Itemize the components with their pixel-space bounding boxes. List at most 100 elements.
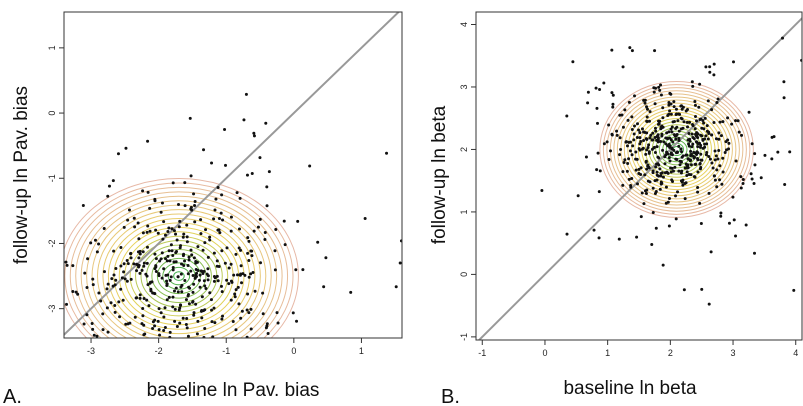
data-point [750,142,754,146]
data-point [782,80,786,84]
data-point [261,312,265,316]
data-point [610,133,614,137]
data-point [625,169,629,173]
data-point [655,178,659,182]
data-point [101,312,105,316]
data-point [674,194,678,198]
data-point [141,307,145,311]
x-axis-title-b: baseline ln beta [563,378,697,399]
density-contour [613,93,740,206]
data-point [179,272,183,276]
data-point [668,159,672,163]
data-point [160,201,164,205]
data-point [693,99,697,103]
data-point [634,168,638,172]
data-point [246,292,250,296]
data-point [295,319,299,323]
data-point [243,273,247,277]
data-point [132,216,136,220]
data-point [651,211,655,215]
data-point [220,249,224,253]
data-point [772,135,776,139]
data-point [637,128,641,132]
data-point [154,257,158,261]
data-point [99,299,103,303]
data-point [666,171,670,175]
data-point [628,46,632,50]
panel-a: -3 -2 -1 0 1 -3-2-101 baseline ln Pav. bias … [3,11,403,406]
data-point [148,229,152,233]
data-point [211,335,215,338]
data-point [730,122,734,126]
data-point [251,270,255,274]
data-point [690,132,694,136]
data-point [263,231,267,235]
data-point [707,191,711,195]
data-point [153,292,157,296]
data-point [674,127,678,131]
data-point [712,73,716,77]
data-point [621,65,625,69]
data-point [219,284,223,288]
data-point [731,195,735,199]
data-point [651,169,655,173]
data-point [266,332,270,336]
data-point [693,175,697,179]
data-point [715,101,719,105]
data-point [618,136,622,140]
data-point [595,106,599,110]
data-point [645,105,649,109]
data-point [680,150,684,154]
data-point [231,320,235,324]
data-point [216,279,220,283]
y-tick-label: 0 [459,272,469,277]
data-point [607,157,611,161]
data-point [659,83,663,87]
data-point [656,140,660,144]
data-point [664,153,668,157]
data-point [149,289,153,293]
data-point [699,133,703,137]
data-point [197,278,201,282]
data-point [716,157,720,161]
data-point [241,272,245,276]
data-point [126,262,130,266]
data-point [635,182,639,186]
data-point [107,184,111,188]
data-point [598,87,602,91]
data-point [685,174,689,178]
data-point [658,167,662,171]
data-point [634,150,638,154]
data-point [706,99,710,103]
data-point [666,113,670,117]
data-point [261,291,265,295]
data-point [160,251,164,255]
data-point [86,257,90,261]
data-point [105,306,109,310]
data-point [712,62,716,66]
data-point [187,302,191,306]
data-point [695,156,699,160]
data-point [294,268,298,272]
data-point [653,126,657,130]
data-point [707,154,711,158]
data-point [240,281,244,285]
data-point [119,287,123,291]
data-point [220,193,224,197]
data-point [196,319,200,323]
data-point [694,114,698,118]
data-point [163,326,167,330]
data-point [250,172,254,176]
data-point [190,253,194,257]
data-point [199,218,203,222]
data-point [133,315,137,319]
data-point [81,203,85,207]
data-point [219,211,223,215]
data-point [85,285,89,289]
data-point [576,194,580,198]
data-point [146,190,150,194]
data-point [627,177,631,181]
data-point [172,289,176,293]
data-point [247,311,251,315]
data-point [221,314,225,318]
